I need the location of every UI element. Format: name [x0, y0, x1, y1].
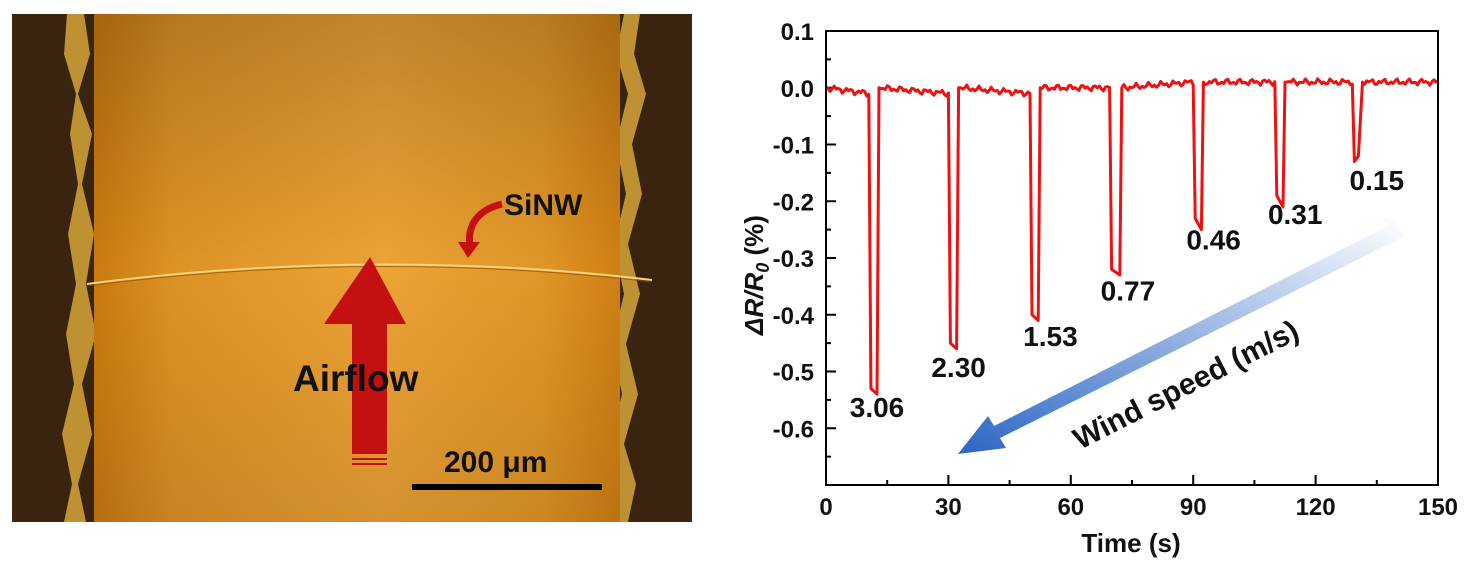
x-tick-label: 150	[1418, 494, 1458, 521]
y-tick-label: 0.0	[781, 76, 814, 103]
plot-frame	[825, 30, 1439, 486]
speed-annotation: 0.46	[1186, 224, 1241, 255]
wind-arrow-shape	[958, 217, 1405, 454]
micrograph-panel: SiNW Airflow 200 μm	[12, 14, 692, 522]
ticks: 0 30 60 90 120 150 0.1 0.0 -0.1 -0.2 -0.3 -0.4 -0.5 -…	[773, 19, 1458, 521]
annotations: 3.06 2.30 1.53 0.77 0.46 0.31 0.15	[850, 165, 1404, 423]
y-axis-title-sub: 0	[753, 263, 773, 273]
series-line	[825, 77, 1439, 396]
x-axis-title: Time (s)	[1081, 528, 1180, 558]
airflow-label: Airflow	[293, 358, 419, 399]
y-axis-title-unit: (%)	[739, 215, 769, 263]
data-line-group	[825, 77, 1439, 396]
x-tick-label: 120	[1296, 494, 1336, 521]
y-tick-label: -0.4	[773, 303, 815, 330]
y-axis-title: ΔR/R0 (%)	[739, 215, 773, 336]
y-tick-label: -0.5	[773, 360, 814, 387]
speed-annotation: 1.53	[1023, 321, 1078, 352]
y-tick-label: -0.3	[773, 246, 814, 273]
x-tick-label: 0	[819, 494, 832, 521]
y-tick-label: -0.6	[773, 416, 814, 443]
y-tick-label: -0.2	[773, 189, 814, 216]
speed-annotation: 0.77	[1101, 276, 1156, 307]
x-tick-label: 90	[1180, 494, 1207, 521]
y-tick-label: 0.1	[781, 19, 814, 46]
speed-annotation: 2.30	[931, 352, 986, 383]
x-tick-label: 30	[935, 494, 962, 521]
sinw-pointer-arrowhead	[458, 242, 480, 258]
airflow-arrow	[324, 257, 406, 454]
sinw-label: SiNW	[504, 189, 583, 222]
speed-annotation: 0.31	[1268, 199, 1323, 230]
scale-bar	[412, 484, 602, 490]
speed-annotation: 0.15	[1350, 165, 1405, 196]
speed-annotation: 3.06	[850, 392, 905, 423]
response-chart: Wind speed (m/s) 0 30 60 90 120 1500.10.0-0.1…	[739, 19, 1458, 558]
y-tick-label: -0.1	[773, 133, 814, 160]
scale-bar-label: 200 μm	[444, 446, 547, 479]
y-axis-title-main: ΔR/R	[739, 273, 769, 336]
left-edge-texture	[62, 14, 96, 522]
sinw-pointer-arrow	[465, 200, 503, 247]
x-tick-label: 60	[1057, 494, 1084, 521]
